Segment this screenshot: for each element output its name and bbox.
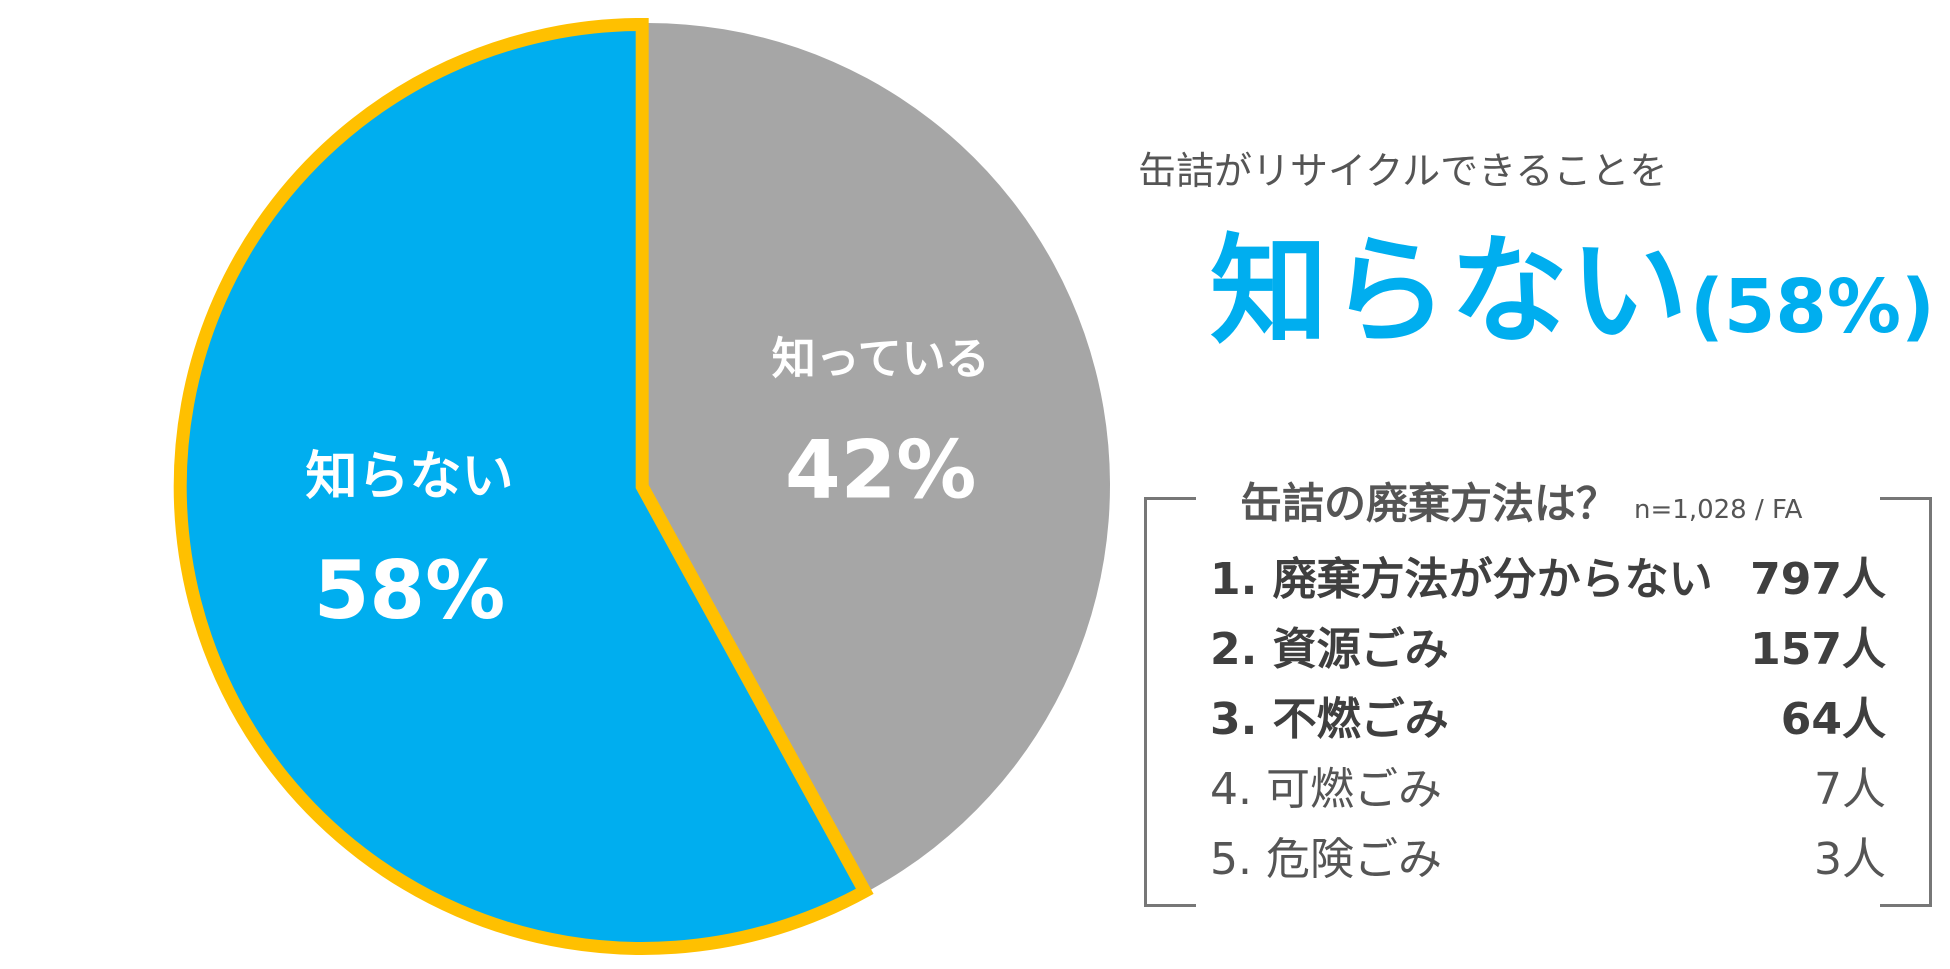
rank-label: 4. 可燃ごみ xyxy=(1210,764,1442,815)
rank-label: 5. 危険ごみ xyxy=(1210,834,1442,885)
bracket-tick-bottom-left xyxy=(1144,904,1196,907)
pie-slice-label: 知っている xyxy=(772,333,990,384)
rank-label: 3. 不燃ごみ xyxy=(1210,694,1449,745)
rank-label: 2. 資源ごみ xyxy=(1210,624,1449,675)
disposal-box xyxy=(1144,497,1932,907)
rank-item: 2. 資源ごみ 157人 xyxy=(1210,610,1886,680)
box-title: 缶詰の廃棄方法は？ n=1,028 / FA xyxy=(1240,470,1802,531)
rank-item: 5. 危険ごみ 3人 xyxy=(1210,820,1886,890)
rank-label: 1. 廃棄方法が分からない xyxy=(1210,554,1713,605)
pie-slice-value: 58% xyxy=(314,544,505,637)
pie-slice-label: 知らない xyxy=(305,447,513,507)
pie-slice-value: 42% xyxy=(785,423,976,516)
subtitle: 缶詰がリサイクルできることを xyxy=(1138,149,1668,193)
box-heading: 缶詰の廃棄方法は？ xyxy=(1240,479,1619,528)
pie-slice xyxy=(173,17,874,955)
rank-count: 797人 xyxy=(1750,554,1886,605)
sample-size: n=1,028 / FA xyxy=(1634,495,1803,525)
headline-percent: (58%) xyxy=(1690,264,1935,350)
rank-count: 3人 xyxy=(1814,834,1886,885)
pie-slice xyxy=(648,23,1110,890)
rank-count: 64人 xyxy=(1780,694,1886,745)
pie-chart: 知っている 42% 知らない 58% xyxy=(173,17,1110,955)
bracket-tick-bottom-right xyxy=(1880,904,1932,907)
rank-item: 3. 不燃ごみ 64人 xyxy=(1210,680,1886,750)
bracket-tick-top-right xyxy=(1880,497,1932,500)
rank-item: 4. 可燃ごみ 7人 xyxy=(1210,750,1886,820)
headline-main: 知らない xyxy=(1210,222,1691,360)
rank-count: 7人 xyxy=(1814,764,1886,815)
disposal-ranking: 1. 廃棄方法が分からない 797人 2. 資源ごみ 157人 3. 不燃ごみ 64人 4.… xyxy=(1210,540,1886,890)
headline: 知らない(58%) xyxy=(1210,232,1935,350)
rank-item: 1. 廃棄方法が分からない 797人 xyxy=(1210,540,1886,610)
rank-count: 157人 xyxy=(1750,624,1886,675)
bracket-tick-top-left xyxy=(1144,497,1196,500)
